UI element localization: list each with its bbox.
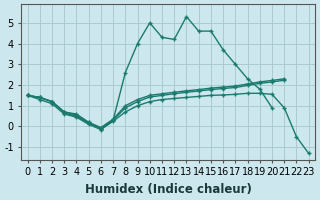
X-axis label: Humidex (Indice chaleur): Humidex (Indice chaleur) bbox=[85, 183, 252, 196]
